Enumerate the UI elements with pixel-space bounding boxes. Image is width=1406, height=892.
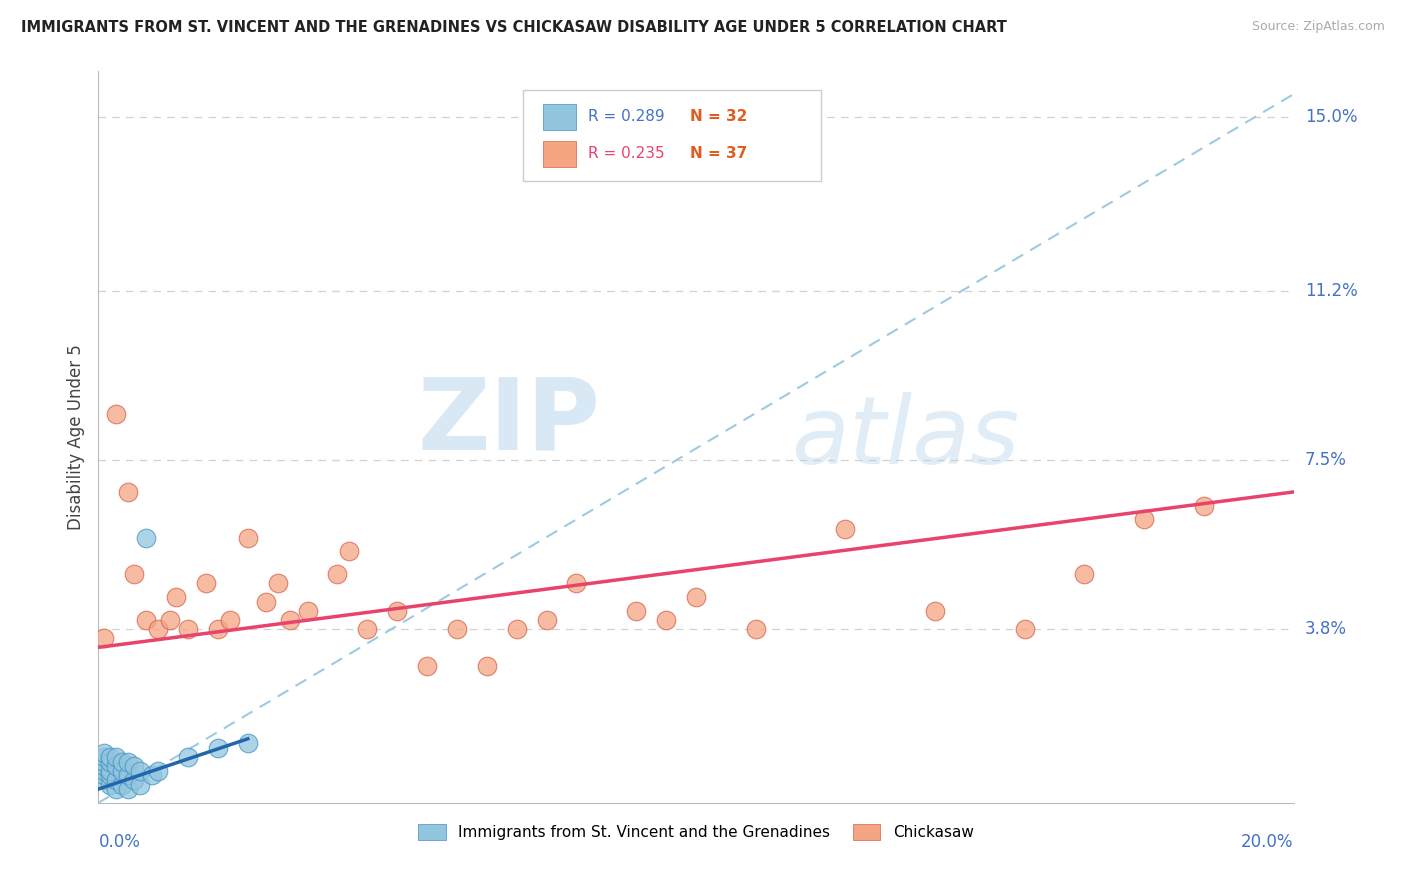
Text: 3.8%: 3.8% bbox=[1305, 620, 1347, 638]
Text: R = 0.235: R = 0.235 bbox=[589, 146, 665, 161]
Point bbox=[93, 746, 115, 760]
Point bbox=[924, 604, 946, 618]
Point bbox=[93, 768, 115, 782]
Point bbox=[236, 531, 259, 545]
Point bbox=[416, 658, 439, 673]
Point bbox=[124, 567, 146, 582]
Point bbox=[356, 622, 378, 636]
FancyBboxPatch shape bbox=[523, 90, 821, 181]
Point bbox=[93, 755, 115, 769]
Point bbox=[745, 622, 768, 636]
Point bbox=[117, 782, 139, 797]
Point bbox=[98, 750, 122, 764]
Point bbox=[536, 613, 558, 627]
Point bbox=[105, 772, 128, 787]
Text: 20.0%: 20.0% bbox=[1241, 833, 1294, 851]
Point bbox=[207, 622, 229, 636]
Point bbox=[93, 632, 115, 646]
Point bbox=[207, 740, 229, 755]
Point bbox=[1014, 622, 1036, 636]
Point bbox=[111, 778, 134, 792]
Point bbox=[297, 604, 319, 618]
Point bbox=[105, 782, 128, 797]
Point bbox=[117, 485, 139, 500]
Point bbox=[1192, 499, 1215, 513]
Point bbox=[1073, 567, 1095, 582]
Point bbox=[93, 772, 115, 787]
Text: ZIP: ZIP bbox=[418, 374, 600, 471]
Text: 0.0%: 0.0% bbox=[98, 833, 141, 851]
Point bbox=[326, 567, 349, 582]
Point bbox=[129, 778, 152, 792]
Point bbox=[135, 531, 157, 545]
Point bbox=[135, 613, 157, 627]
Text: R = 0.289: R = 0.289 bbox=[589, 110, 665, 124]
Point bbox=[111, 764, 134, 778]
Point bbox=[93, 750, 115, 764]
Point bbox=[117, 755, 139, 769]
Point bbox=[98, 755, 122, 769]
Point bbox=[105, 750, 128, 764]
Point bbox=[254, 595, 277, 609]
Point bbox=[834, 521, 856, 535]
Point bbox=[236, 736, 259, 750]
Point bbox=[339, 544, 361, 558]
FancyBboxPatch shape bbox=[543, 141, 576, 167]
Point bbox=[177, 750, 200, 764]
Point bbox=[655, 613, 678, 627]
Point bbox=[267, 576, 290, 591]
Point bbox=[195, 576, 218, 591]
Point bbox=[446, 622, 468, 636]
Point bbox=[506, 622, 529, 636]
Text: 7.5%: 7.5% bbox=[1305, 451, 1347, 469]
Y-axis label: Disability Age Under 5: Disability Age Under 5 bbox=[66, 344, 84, 530]
Point bbox=[124, 772, 146, 787]
Point bbox=[105, 759, 128, 773]
Point bbox=[685, 590, 707, 604]
Point bbox=[626, 604, 648, 618]
Point bbox=[148, 764, 170, 778]
Point bbox=[98, 764, 122, 778]
Text: N = 32: N = 32 bbox=[690, 110, 748, 124]
Point bbox=[93, 764, 115, 778]
Point bbox=[141, 768, 163, 782]
Point bbox=[98, 768, 122, 782]
Text: IMMIGRANTS FROM ST. VINCENT AND THE GRENADINES VS CHICKASAW DISABILITY AGE UNDER: IMMIGRANTS FROM ST. VINCENT AND THE GREN… bbox=[21, 20, 1007, 35]
Point bbox=[111, 755, 134, 769]
Point bbox=[93, 759, 115, 773]
Point bbox=[177, 622, 200, 636]
Text: 15.0%: 15.0% bbox=[1305, 108, 1357, 126]
Legend: Immigrants from St. Vincent and the Grenadines, Chickasaw: Immigrants from St. Vincent and the Gren… bbox=[412, 818, 980, 847]
Point bbox=[159, 613, 181, 627]
Text: atlas: atlas bbox=[792, 392, 1019, 483]
FancyBboxPatch shape bbox=[543, 103, 576, 130]
Point bbox=[129, 764, 152, 778]
Point bbox=[105, 407, 128, 421]
Point bbox=[385, 604, 409, 618]
Point bbox=[475, 658, 498, 673]
Text: Source: ZipAtlas.com: Source: ZipAtlas.com bbox=[1251, 20, 1385, 33]
Point bbox=[124, 759, 146, 773]
Point bbox=[165, 590, 187, 604]
Point bbox=[148, 622, 170, 636]
Point bbox=[98, 778, 122, 792]
Text: 11.2%: 11.2% bbox=[1305, 282, 1357, 300]
Point bbox=[117, 768, 139, 782]
Point bbox=[219, 613, 242, 627]
Text: N = 37: N = 37 bbox=[690, 146, 747, 161]
Point bbox=[278, 613, 301, 627]
Point bbox=[1133, 512, 1156, 526]
Point bbox=[565, 576, 588, 591]
